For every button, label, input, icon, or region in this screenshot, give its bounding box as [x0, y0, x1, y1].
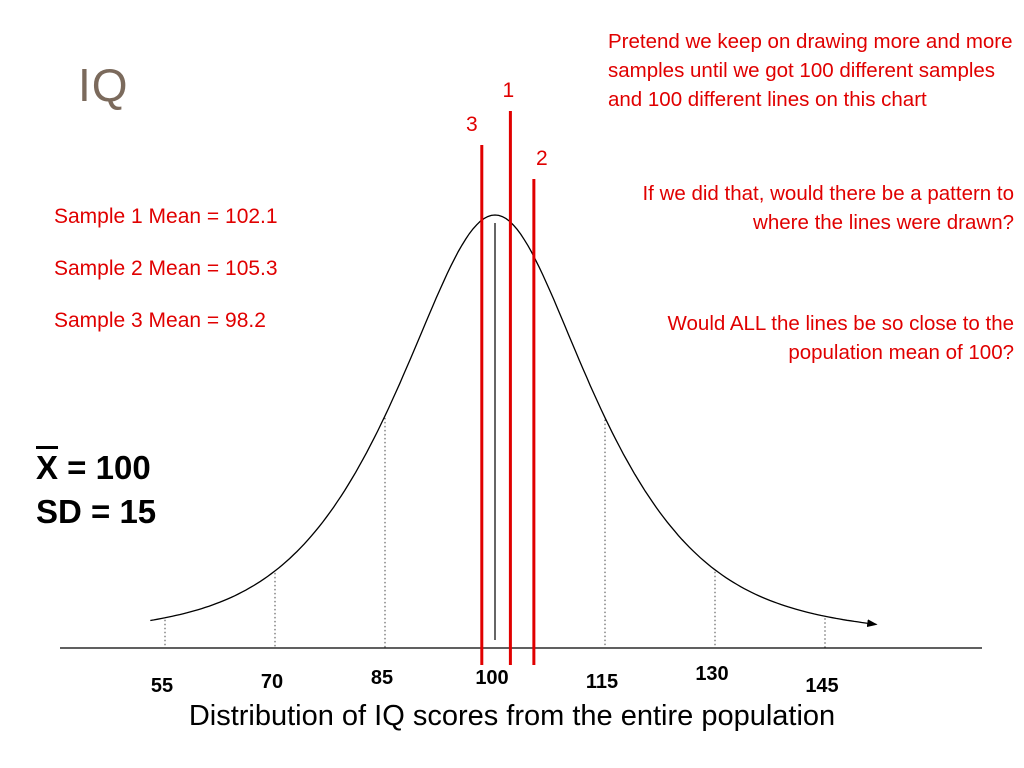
sample-line-label-3: 3	[466, 113, 478, 136]
mean-value: = 100	[58, 449, 151, 486]
x-tick-label-85: 85	[371, 667, 393, 689]
sample-line-label-2: 2	[536, 147, 548, 170]
x-tick-label-70: 70	[261, 671, 283, 693]
sd-line: SD = 15	[36, 493, 157, 530]
x-tick-label-145: 145	[805, 675, 838, 697]
mean-line: X = 100	[36, 446, 156, 490]
distribution-curve	[150, 214, 878, 628]
slide-title: IQ	[78, 59, 129, 111]
note-pattern-question: If we did that, would there be a pattern…	[642, 182, 1014, 234]
x-tick-label-55: 55	[151, 675, 173, 697]
sample-1-mean: Sample 1 Mean = 102.1	[54, 205, 278, 228]
mean-symbol: X	[36, 449, 59, 486]
sample-2-mean: Sample 2 Mean = 105.3	[54, 257, 278, 280]
x-tick-label-115: 115	[586, 671, 618, 693]
chart-caption: Distribution of IQ scores from the entir…	[188, 700, 836, 732]
population-stats: X = 100 SD = 15	[36, 446, 156, 534]
note-pretend-samples: Pretend we keep on drawing more and more…	[608, 30, 1013, 111]
x-tick-label-100: 100	[475, 667, 508, 689]
sample-3-mean: Sample 3 Mean = 98.2	[54, 309, 266, 332]
note-closeness-question: Would ALL the lines be so close to the p…	[667, 312, 1014, 364]
x-tick-label-130: 130	[695, 663, 728, 685]
sample-line-label-1: 1	[503, 79, 515, 102]
